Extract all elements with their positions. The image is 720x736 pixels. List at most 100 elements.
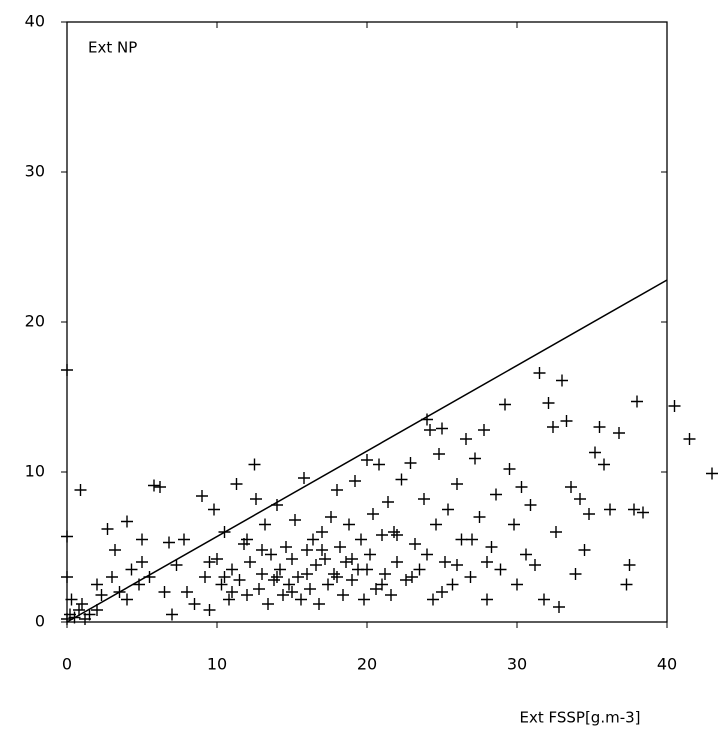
point — [560, 415, 573, 427]
point — [494, 563, 507, 576]
point — [304, 583, 316, 595]
point — [307, 533, 319, 546]
point — [286, 586, 298, 598]
point — [427, 593, 439, 606]
point — [274, 563, 286, 576]
point — [604, 503, 616, 516]
point — [547, 421, 559, 433]
point — [533, 367, 546, 379]
point — [706, 467, 718, 480]
point — [337, 589, 349, 601]
point — [61, 571, 73, 583]
point — [583, 508, 595, 520]
y-tick-label: 40 — [25, 12, 45, 31]
point — [218, 526, 231, 538]
point — [473, 511, 486, 523]
point — [515, 481, 528, 493]
point — [430, 518, 442, 531]
point — [361, 563, 373, 576]
point — [259, 518, 271, 531]
point — [683, 433, 696, 445]
point — [542, 397, 555, 409]
point — [334, 541, 346, 553]
point — [241, 589, 253, 601]
point — [598, 458, 610, 471]
point — [283, 578, 295, 591]
point — [373, 458, 385, 471]
annotation: Ext NP — [88, 39, 137, 57]
point — [439, 556, 451, 568]
x-tick-label: 40 — [657, 655, 677, 674]
point — [574, 493, 586, 505]
point — [556, 374, 568, 387]
point — [301, 568, 313, 580]
point — [421, 413, 433, 426]
point — [433, 448, 445, 460]
point — [379, 568, 391, 580]
point — [485, 541, 498, 553]
point — [301, 544, 313, 556]
point — [464, 571, 477, 583]
point — [265, 548, 277, 561]
point — [226, 563, 238, 576]
point — [593, 421, 606, 433]
point — [203, 604, 216, 616]
point — [316, 526, 328, 538]
point — [295, 593, 307, 606]
point — [65, 593, 78, 606]
point — [106, 571, 118, 583]
point — [364, 548, 376, 561]
point — [143, 571, 156, 583]
point — [133, 578, 145, 591]
point — [503, 463, 516, 475]
point — [455, 533, 468, 546]
point — [121, 593, 133, 606]
y-tick-label: 20 — [25, 312, 45, 331]
point — [409, 538, 421, 550]
point — [376, 578, 388, 591]
x-axis-label: Ext FSSP[g.m-3] — [519, 709, 640, 727]
y-tick-label: 0 — [35, 612, 45, 631]
point — [565, 481, 577, 493]
point — [226, 586, 238, 598]
point — [113, 586, 126, 598]
point — [319, 553, 331, 565]
x-tick-label: 30 — [507, 655, 527, 674]
x-tick-label: 0 — [62, 655, 72, 674]
point — [413, 563, 426, 576]
point — [91, 578, 103, 591]
point — [436, 422, 448, 435]
point — [271, 571, 283, 583]
point — [376, 529, 388, 541]
point — [578, 544, 591, 556]
point — [395, 473, 408, 486]
point — [628, 503, 640, 516]
point — [316, 544, 328, 556]
point — [158, 586, 171, 598]
point — [346, 553, 358, 565]
point — [211, 553, 223, 565]
point — [404, 457, 417, 469]
x-tick-label: 10 — [207, 655, 227, 674]
point — [277, 589, 289, 601]
point — [469, 452, 481, 465]
point — [442, 503, 454, 516]
point — [163, 536, 175, 549]
y-tick-label: 10 — [25, 462, 45, 481]
point — [391, 529, 403, 541]
point — [292, 571, 304, 583]
point — [253, 583, 265, 595]
point — [298, 472, 310, 484]
point — [289, 514, 301, 526]
point — [418, 493, 430, 505]
point — [256, 568, 268, 580]
point — [199, 571, 211, 583]
point — [196, 490, 208, 502]
point — [136, 533, 148, 546]
plot-frame — [66, 21, 668, 623]
point — [391, 556, 403, 568]
point — [125, 563, 138, 576]
point — [421, 548, 433, 561]
point — [136, 556, 148, 568]
